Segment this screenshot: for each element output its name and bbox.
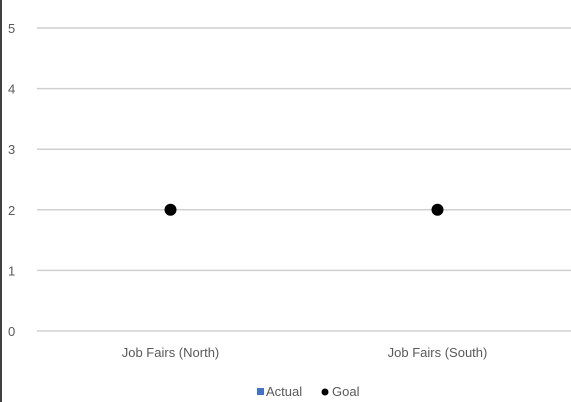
goal-points: [164, 203, 444, 216]
y-tick-label-2: 2: [8, 203, 15, 218]
x-axis-categories: Job Fairs (North) Job Fairs (South): [122, 345, 488, 360]
legend-actual-swatch: [257, 388, 264, 395]
y-tick-label-5: 5: [8, 21, 15, 36]
y-tick-label-1: 1: [8, 263, 15, 278]
y-tick-label-0: 0: [8, 324, 15, 339]
y-tick-label-3: 3: [8, 142, 15, 157]
x-category-label-1: Job Fairs (North): [122, 345, 220, 360]
x-category-label-2: Job Fairs (South): [388, 345, 488, 360]
goal-point-1: [164, 203, 177, 216]
y-axis-ticks: 0 1 2 3 4 5: [8, 21, 15, 339]
legend-actual-label: Actual: [266, 384, 302, 399]
legend: Actual Goal: [257, 384, 360, 399]
legend-goal-label: Goal: [332, 384, 360, 399]
legend-goal-marker: [321, 388, 329, 396]
gridlines: [37, 27, 571, 332]
goal-point-2: [431, 203, 444, 216]
y-tick-label-4: 4: [8, 82, 15, 97]
